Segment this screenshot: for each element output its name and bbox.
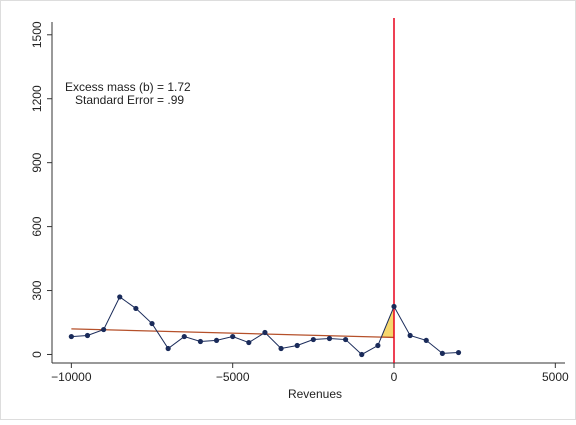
data-point [343, 336, 349, 343]
data-point [423, 337, 429, 344]
data-point [407, 332, 413, 339]
x-tick-label: −10000 [51, 370, 92, 384]
y-tick-label: 1200 [30, 85, 44, 112]
data-point [149, 320, 155, 327]
annotation: Excess mass (b) = 1.72 [65, 80, 191, 94]
data-point [117, 294, 123, 300]
data-point [262, 329, 268, 336]
annotation: Standard Error = .99 [75, 93, 184, 107]
data-point [439, 350, 445, 357]
data-point [294, 342, 300, 349]
data-point [213, 337, 220, 344]
y-tick-label: 300 [30, 280, 44, 300]
data-point [84, 332, 91, 339]
data-point [165, 345, 171, 352]
x-tick-label: −5000 [216, 370, 250, 384]
data-point [310, 336, 316, 343]
y-tick-label: 900 [30, 152, 44, 172]
data-point [68, 333, 74, 340]
data-point [197, 338, 204, 345]
data-point [455, 349, 462, 356]
y-tick-label: 600 [30, 216, 44, 236]
data-point [230, 333, 236, 340]
data-point [278, 345, 284, 352]
data-point [326, 335, 333, 342]
data-point [391, 303, 397, 310]
y-tick-label: 1500 [30, 21, 44, 48]
data-point [101, 326, 107, 333]
data-point [359, 351, 365, 358]
x-tick-label: 5000 [542, 370, 569, 384]
x-axis-title: Revenues [288, 387, 342, 401]
fit-line [71, 328, 395, 339]
data-point [375, 342, 381, 349]
data-point [181, 333, 187, 340]
x-tick-label: 0 [391, 370, 398, 384]
y-tick-label: 0 [30, 351, 44, 358]
data-point [246, 339, 252, 346]
data-point [133, 305, 139, 312]
